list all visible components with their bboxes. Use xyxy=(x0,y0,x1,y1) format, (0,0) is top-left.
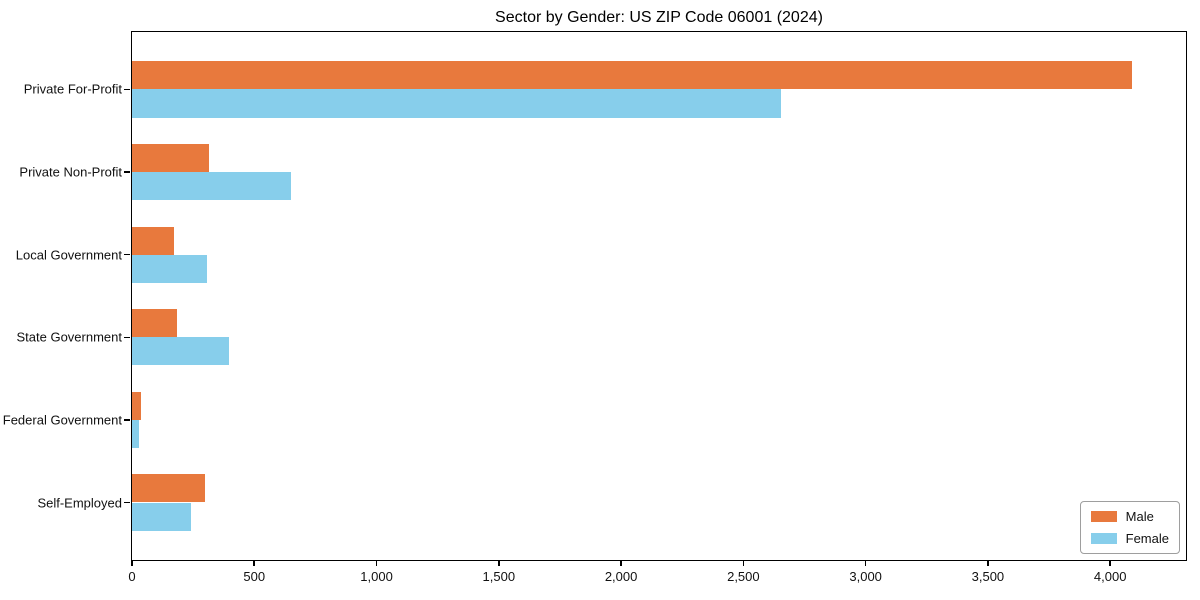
bar-female-federal-government xyxy=(132,419,139,449)
bar-female-private-non-profit xyxy=(132,172,291,201)
y-category-label-local-government: Local Government xyxy=(15,247,122,263)
y-tick-mark xyxy=(124,336,130,339)
y-tick-mark xyxy=(124,88,130,91)
y-tick-mark xyxy=(124,501,130,504)
legend-label-male: Male xyxy=(1125,509,1154,524)
x-tick-label: 3,500 xyxy=(971,569,1005,584)
x-tick-mark xyxy=(620,560,622,566)
plot-area: Male Female Private For-Profit Private No… xyxy=(3,31,1187,584)
legend-label-female: Female xyxy=(1125,531,1169,546)
legend-item-female: Female xyxy=(1090,531,1169,546)
bar-male-local-government xyxy=(132,226,174,255)
y-category-label-self-employed: Self-Employed xyxy=(37,495,122,510)
y-tick-mark xyxy=(124,419,130,421)
x-tick-label: 4,000 xyxy=(1093,569,1127,584)
bar-male-federal-government xyxy=(132,391,141,420)
x-tick-label: 500 xyxy=(243,569,266,584)
x-tick-mark xyxy=(987,560,989,566)
x-tick-mark xyxy=(375,560,378,566)
y-category-label-private-for-profit: Private For-Profit xyxy=(23,81,122,97)
y-category-label-state-government: State Government xyxy=(16,329,123,345)
y-category-label-federal-government: Federal Government xyxy=(2,412,122,428)
bar-male-private-for-profit xyxy=(132,61,1133,90)
x-tick-label: 3,000 xyxy=(849,569,882,584)
bar-female-state-government xyxy=(132,337,229,366)
x-tick-label: 1,000 xyxy=(360,569,393,584)
female-color-swatch xyxy=(1090,533,1117,544)
bar-male-self-employed xyxy=(132,474,205,503)
x-tick-mark xyxy=(131,560,133,566)
y-tick-mark xyxy=(124,171,130,173)
x-tick-label: 2,000 xyxy=(604,569,638,584)
x-tick-mark xyxy=(498,560,500,566)
x-tick-mark xyxy=(864,560,867,566)
x-tick-mark xyxy=(1109,560,1111,566)
bar-male-private-non-profit xyxy=(132,143,210,173)
x-tick-mark xyxy=(253,560,256,566)
bar-female-private-for-profit xyxy=(132,89,782,118)
x-tick-label: 0 xyxy=(128,569,136,584)
bar-male-state-government xyxy=(132,309,178,338)
bar-female-self-employed xyxy=(132,502,192,531)
x-tick-label: 2,500 xyxy=(727,569,760,584)
male-color-swatch xyxy=(1090,511,1117,522)
y-category-label-private-non-profit: Private Non-Profit xyxy=(19,164,122,180)
bar-female-local-government xyxy=(132,254,207,283)
chart-title: Sector by Gender: US ZIP Code 06001 (202… xyxy=(495,9,823,26)
legend: Male Female xyxy=(1079,501,1180,554)
x-tick-mark xyxy=(742,560,745,566)
y-tick-mark xyxy=(124,253,130,256)
legend-item-male: Male xyxy=(1090,509,1169,524)
x-tick-label: 1,500 xyxy=(482,569,516,584)
